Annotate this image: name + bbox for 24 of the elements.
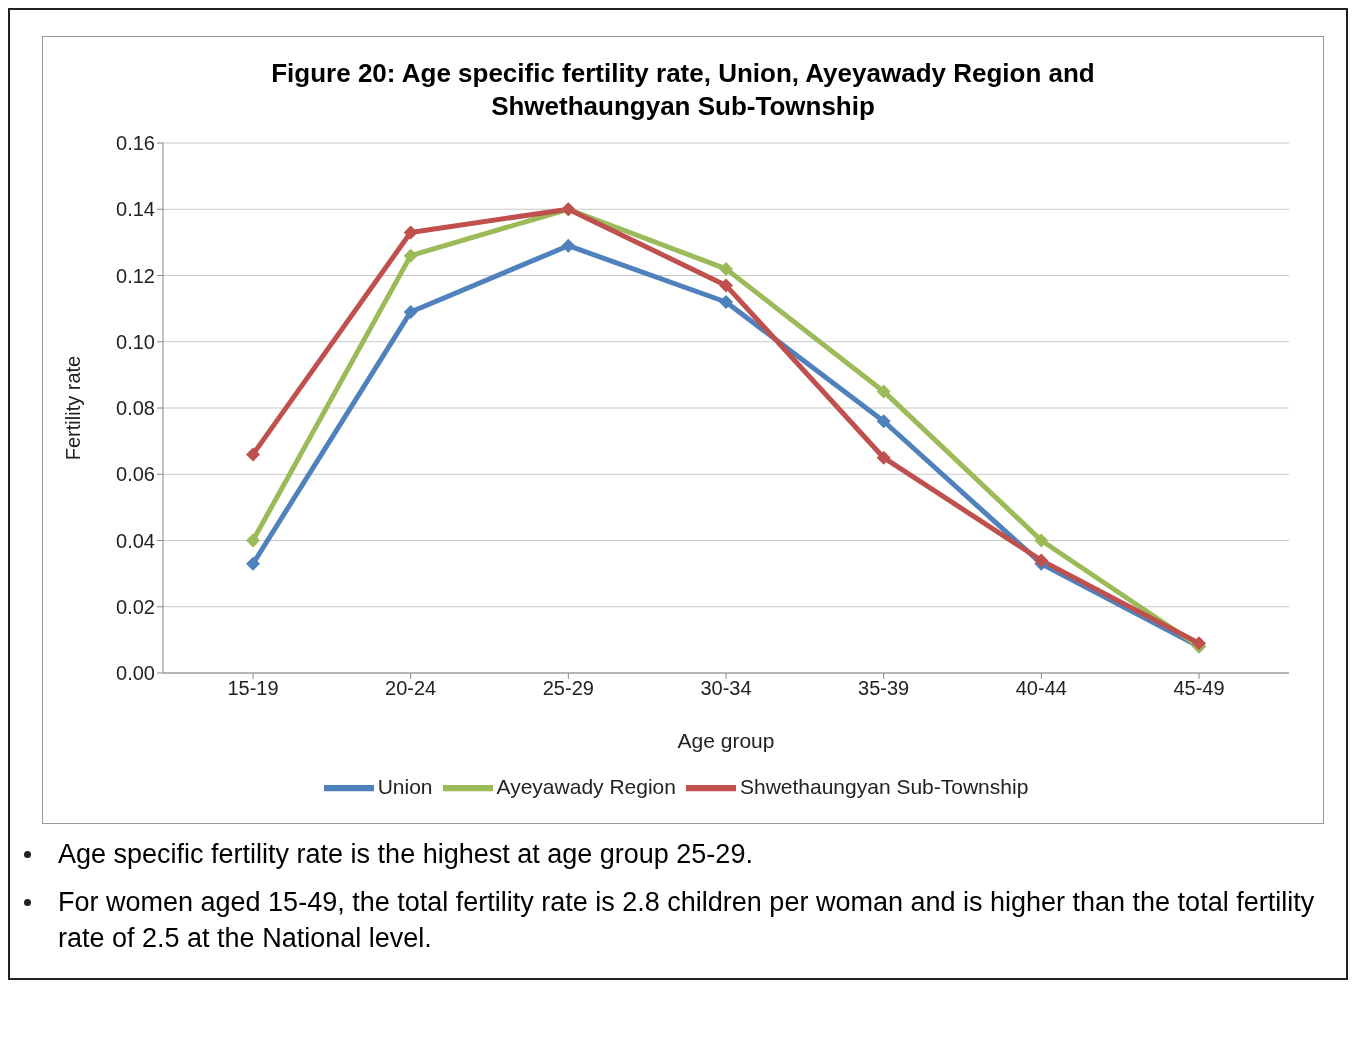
y-tick-label: 0.10: [116, 330, 155, 353]
x-tick-label: 35-39: [858, 677, 910, 700]
x-tick-label: 20-24: [385, 677, 437, 700]
y-tick-label: 0.06: [116, 463, 155, 486]
x-tick-label: 45-49: [1173, 677, 1225, 700]
text: For women aged 15-49, the total fertility rate is 2.8 children per woman and is higher than the total fertility rate of 2.5 at the National level.: [58, 886, 1316, 955]
y-tick-label: 0.14: [116, 198, 155, 221]
chart-title: Figure 20: Age specific fertility rate, Union, Ayeyawady Region and Shwethaungyan Sub-Township: [270, 57, 1096, 123]
y-tick-label: 0.16: [116, 132, 155, 155]
y-tick-label: 0.02: [116, 595, 155, 618]
legend-label: Union: [377, 774, 433, 798]
x-tick-label: 40-44: [1015, 677, 1067, 700]
x-tick-label: 25-29: [542, 677, 594, 700]
legend-label: Ayeyawady Region: [496, 774, 676, 798]
y-tick-label: 0.00: [116, 662, 155, 685]
y-tick-label: 0.08: [116, 397, 155, 420]
text: Age specific fertility rate is the highest at age group 25-29.: [58, 838, 753, 871]
legend-label: Shwethaungyan Sub-Township: [739, 774, 1029, 798]
x-tick-label: 30-34: [700, 677, 752, 700]
y-tick-label: 0.04: [116, 529, 155, 552]
x-axis-title: Age group: [677, 729, 775, 752]
y-axis-title: Fertility rate: [62, 355, 85, 461]
x-tick-label: 15-19: [227, 677, 279, 700]
y-tick-label: 0.12: [116, 264, 155, 287]
